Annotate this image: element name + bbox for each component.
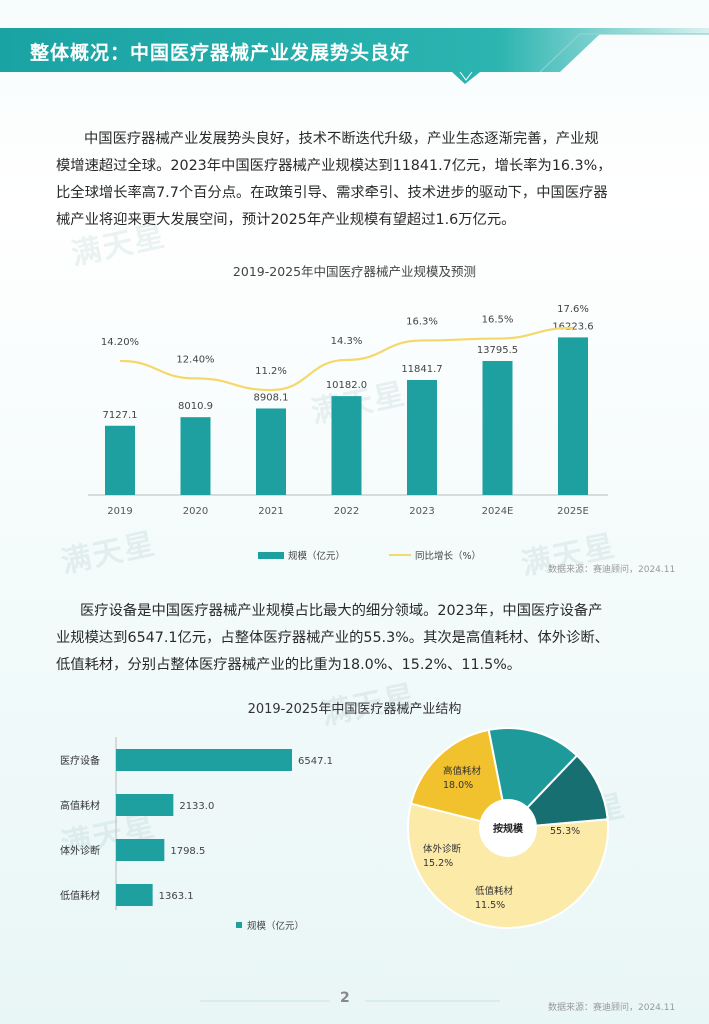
bar-value-label: 8908.1 xyxy=(254,392,289,403)
growth-value-label: 17.6% xyxy=(557,304,589,315)
header-band xyxy=(0,28,709,84)
legend-bar-swatch xyxy=(236,922,242,928)
slice-name-label: 低值耗材 xyxy=(475,885,514,897)
x-tick-label: 2019 xyxy=(107,506,132,517)
growth-value-label: 16.5% xyxy=(482,315,514,326)
bar xyxy=(116,884,153,906)
legend-line-label: 同比增长（%） xyxy=(415,551,482,562)
paragraph-line: 业规模达到6547.1亿元，占整体医疗器械产业的55.3%。其次是高值耗材、体外… xyxy=(56,630,609,646)
bar xyxy=(558,337,588,495)
chart-source: 数据来源：赛迪顾问，2024.11 xyxy=(548,1003,676,1013)
paragraph-line: 医疗设备是中国医疗器械产业规模占比最大的细分领域。2023年，中国医疗设备产 xyxy=(80,603,603,619)
bar xyxy=(407,379,437,495)
structure-chart-title: 2019-2025年中国医疗器械产业结构 xyxy=(247,702,462,717)
slice-value-label: 15.2% xyxy=(423,858,453,869)
paragraph-line: 模增速超过全球。2023年中国医疗器械产业规模达到11841.7亿元，增长率为1… xyxy=(56,158,612,174)
growth-value-label: 12.40% xyxy=(176,354,214,365)
page-number: 2 xyxy=(340,990,350,1006)
chart-source: 数据来源：赛迪顾问，2024.11 xyxy=(548,565,676,575)
growth-chart: 7127.1 2019 8010.9 2020 8908.1 2021 10182.0 202… xyxy=(88,304,608,517)
slice-value-label: 55.3% xyxy=(550,826,580,837)
legend-line-swatch xyxy=(389,554,412,556)
bar xyxy=(256,408,286,495)
bar xyxy=(116,749,292,771)
x-tick-label: 2024E xyxy=(482,506,514,517)
donut-center-label: 按规模 xyxy=(493,822,524,835)
bar xyxy=(180,417,211,495)
growth-chart-title: 2019-2025年中国医疗器械产业规模及预测 xyxy=(232,264,477,279)
paragraph-line: 比全球增长率高7.7个百分点。在政策引导、需求牵引、技术进步的驱动下，中国医疗器 xyxy=(56,185,608,201)
x-tick-label: 2021 xyxy=(258,506,283,517)
structure-bar-chart: 医疗设备 6547.1 高值耗材 2133.0 体外诊断 1798.5 低值耗材 1363.1 xyxy=(60,737,333,910)
segment-paragraph: 医疗设备是中国医疗器械产业规模占比最大的细分领域。2023年，中国医疗设备产 业… xyxy=(56,598,678,679)
bar xyxy=(331,396,362,495)
slice-name-label: 高值耗材 xyxy=(443,765,482,777)
donut-slice xyxy=(487,727,579,810)
paragraph-line: 低值耗材，分别占整体医疗器械产业的比重为18.0%、15.2%、11.5%。 xyxy=(56,657,522,673)
slice-value-label: 11.5% xyxy=(475,900,505,911)
paragraph-line: 中国医疗器械产业发展势头良好，技术不断迭代升级，产业生态逐渐完善，产业规 xyxy=(84,131,599,147)
growth-value-label: 14.3% xyxy=(331,336,363,347)
bar-value-label: 2133.0 xyxy=(179,801,214,812)
growth-value-label: 16.3% xyxy=(406,317,438,328)
bar xyxy=(116,839,165,861)
bar-value-label: 6547.1 xyxy=(298,756,333,767)
bar-value-label: 7127.1 xyxy=(103,410,138,421)
category-label: 医疗设备 xyxy=(60,754,100,767)
category-label: 体外诊断 xyxy=(60,844,100,857)
legend-bar-swatch xyxy=(258,551,284,559)
bar xyxy=(105,425,135,495)
paragraph-line: 械产业将迎来更大发展空间，预计2025年产业规模有望超过1.6万亿元。 xyxy=(56,212,516,228)
category-label: 高值耗材 xyxy=(60,799,100,812)
structure-legend: 规模（亿元） xyxy=(236,918,304,932)
bar xyxy=(116,794,174,816)
growth-value-label: 11.2% xyxy=(255,366,287,377)
bar-value-label: 1798.5 xyxy=(170,846,205,857)
bar-value-label: 10182.0 xyxy=(326,380,367,391)
bar xyxy=(482,360,513,495)
growth-value-label: 14.20% xyxy=(101,337,139,348)
x-tick-label: 2025E xyxy=(557,506,589,517)
bar-value-label: 13795.5 xyxy=(477,345,518,356)
page-title: 整体概况：中国医疗器械产业发展势头良好 xyxy=(30,42,411,64)
bar-value-label: 1363.1 xyxy=(159,891,194,902)
bar-value-label: 8010.9 xyxy=(178,401,213,412)
legend-bar-label: 规模（亿元） xyxy=(288,551,346,562)
donut-slice xyxy=(409,728,504,823)
donut-slice xyxy=(525,754,609,827)
intro-paragraph: 中国医疗器械产业发展势头良好，技术不断迭代升级，产业生态逐渐完善，产业规 模增速… xyxy=(56,126,678,234)
donut-hole xyxy=(481,801,535,855)
donut-slice xyxy=(407,802,609,929)
slice-name-label: 体外诊断 xyxy=(423,843,462,855)
x-tick-label: 2023 xyxy=(409,506,434,517)
footer-divider xyxy=(200,1000,500,1002)
x-tick-label: 2022 xyxy=(334,506,359,517)
bar-value-label: 11841.7 xyxy=(401,364,442,375)
x-tick-label: 2020 xyxy=(183,506,208,517)
legend-bar-label: 规模（亿元） xyxy=(247,921,305,932)
growth-chart-legend: 规模（亿元） 同比增长（%） xyxy=(258,548,481,562)
slice-value-label: 18.0% xyxy=(443,780,473,791)
category-label: 低值耗材 xyxy=(60,889,100,902)
